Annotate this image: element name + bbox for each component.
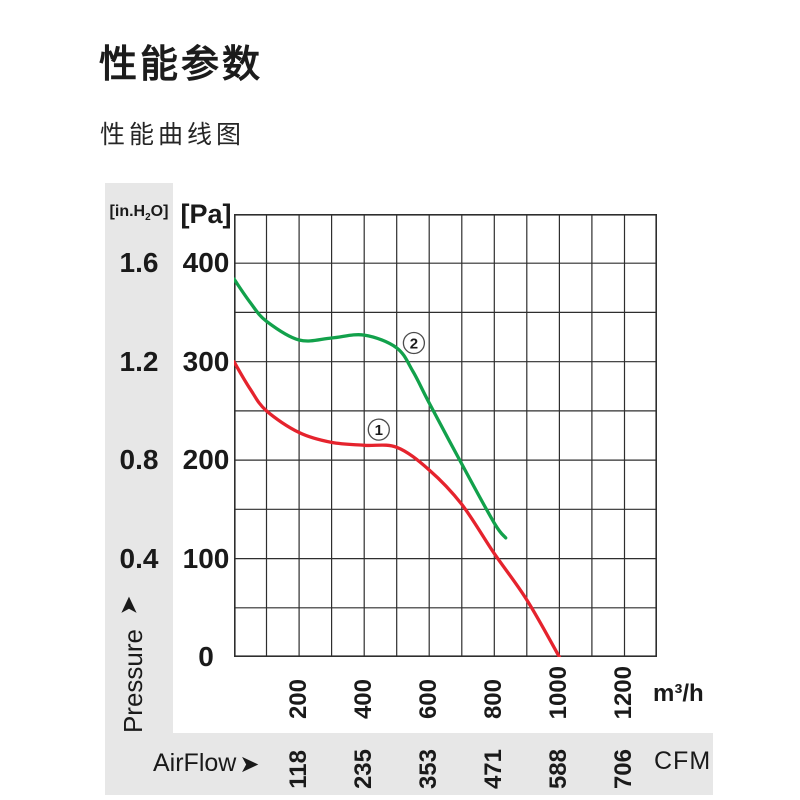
x-tick-cfm-706: 706 xyxy=(610,748,637,789)
y-tick-pa-200: 200 xyxy=(182,444,230,475)
series-marker-1: 1 xyxy=(367,418,390,441)
y-axis-title: Pressure xyxy=(117,629,149,733)
inh2o-prefix: [in.H xyxy=(109,203,146,220)
y-tick-inh2o-1.6: 1.6 xyxy=(119,247,159,278)
performance-curve-chart: [in.H2O] [Pa] 400 300 200 100 0 1.6 1.2 0.8 0.4… xyxy=(105,183,713,795)
x-tick-cfm-588: 588 xyxy=(545,748,572,789)
x-tick-m3h-600: 600 xyxy=(415,678,442,719)
section-subtitle: 性能曲线图 xyxy=(100,121,246,149)
x-axis-unit-m3h: m³/h xyxy=(653,680,704,707)
series-marker-2: 2 xyxy=(402,331,426,355)
y-tick-pa-300: 300 xyxy=(182,346,230,377)
x-tick-cfm-471: 471 xyxy=(480,748,507,789)
svg-text:1: 1 xyxy=(375,422,383,439)
y-axis-unit-inh2o: [in.H2O] xyxy=(107,203,171,223)
x-tick-cfm-235: 235 xyxy=(350,748,377,789)
x-tick-m3h-800: 800 xyxy=(480,678,507,719)
pressure-label: Pressure xyxy=(117,629,148,734)
x-tick-m3h-1200: 1200 xyxy=(610,665,637,719)
y-tick-pa-400: 400 xyxy=(182,247,230,278)
curve-2 xyxy=(234,277,508,540)
page-title: 性能参数 xyxy=(99,44,264,86)
x-tick-cfm-118: 118 xyxy=(285,750,312,789)
x-axis-unit-cfm: CFM xyxy=(654,747,712,775)
airflow-label: AirFlow xyxy=(153,749,237,777)
grid-lines xyxy=(234,214,657,657)
y-tick-pa-100: 100 xyxy=(182,543,230,574)
airflow-arrow-icon: ➤ xyxy=(239,751,260,778)
x-tick-cfm-353: 353 xyxy=(415,748,442,789)
inh2o-subscript: 2 xyxy=(145,212,151,224)
x-axis-panel xyxy=(105,733,713,795)
x-tick-m3h-1000: 1000 xyxy=(545,665,572,719)
plot-area: 12 xyxy=(234,214,657,657)
y-tick-inh2o-0.4: 0.4 xyxy=(119,543,159,574)
inh2o-suffix: O] xyxy=(150,203,169,220)
x-axis-title: AirFlow ➤ xyxy=(153,749,259,779)
y-tick-pa-0: 0 xyxy=(198,641,214,672)
pressure-arrow-icon: ➤ xyxy=(115,595,143,616)
y-axis-unit-pa: [Pa] xyxy=(180,199,232,229)
y-tick-inh2o-1.2: 1.2 xyxy=(119,346,159,377)
x-tick-m3h-200: 200 xyxy=(285,678,312,719)
y-axis-panel xyxy=(105,183,173,795)
svg-text:2: 2 xyxy=(410,336,418,353)
x-tick-m3h-400: 400 xyxy=(350,678,377,719)
y-tick-inh2o-0.8: 0.8 xyxy=(119,444,159,475)
curve-1 xyxy=(234,360,562,657)
